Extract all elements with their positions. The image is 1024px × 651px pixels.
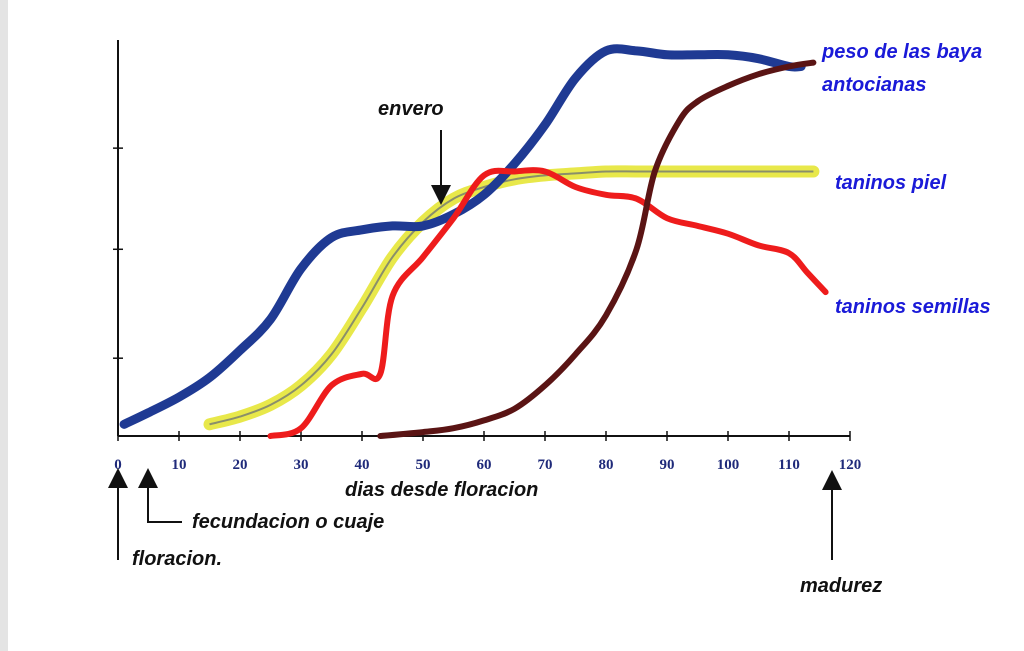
x-tick-label: 90: [660, 457, 675, 473]
series-line-taninos-piel-core: [209, 170, 814, 426]
x-tick-label: 70: [538, 457, 553, 473]
x-tick-label: 30: [294, 457, 309, 473]
series-line-peso-de-las-baya: [119, 44, 806, 429]
series-line-antocianas: [377, 59, 817, 439]
x-tick-label: 10: [172, 457, 187, 473]
annotation-madurez: madurez: [800, 575, 882, 597]
y-axis-ticks: [113, 147, 123, 359]
annotation-envero: envero: [378, 98, 444, 120]
series-label-peso: peso de las baya: [821, 41, 982, 63]
bracket-fecundacion: [147, 480, 182, 523]
x-tick-label: 40: [355, 457, 370, 473]
series-layer: [119, 44, 829, 439]
series-label-taninos-semillas: taninos semillas: [835, 296, 991, 318]
series-label-taninos-piel: taninos piel: [835, 172, 947, 194]
annotation-floracion: floracion.: [132, 548, 222, 570]
x-tick-label: 50: [416, 457, 431, 473]
x-tick-label: 0: [114, 457, 122, 473]
x-tick-label: 20: [233, 457, 248, 473]
x-axis-ticks: 0 10 20 30 40 50 60 70 80 90 100 110 120: [114, 431, 861, 473]
x-tick-label: 120: [839, 457, 862, 473]
x-axis-label: dias desde floracion: [345, 479, 538, 501]
x-tick-label: 60: [477, 457, 492, 473]
x-tick-label: 100: [717, 457, 740, 473]
x-tick-label: 110: [778, 457, 800, 473]
series-line-taninos-semillas: [267, 167, 829, 439]
x-tick-label: 80: [599, 457, 614, 473]
series-label-antocianas: antocianas: [822, 74, 926, 96]
scan-edge: [0, 0, 8, 651]
annotation-fecundacion: fecundacion o cuaje: [192, 511, 384, 533]
